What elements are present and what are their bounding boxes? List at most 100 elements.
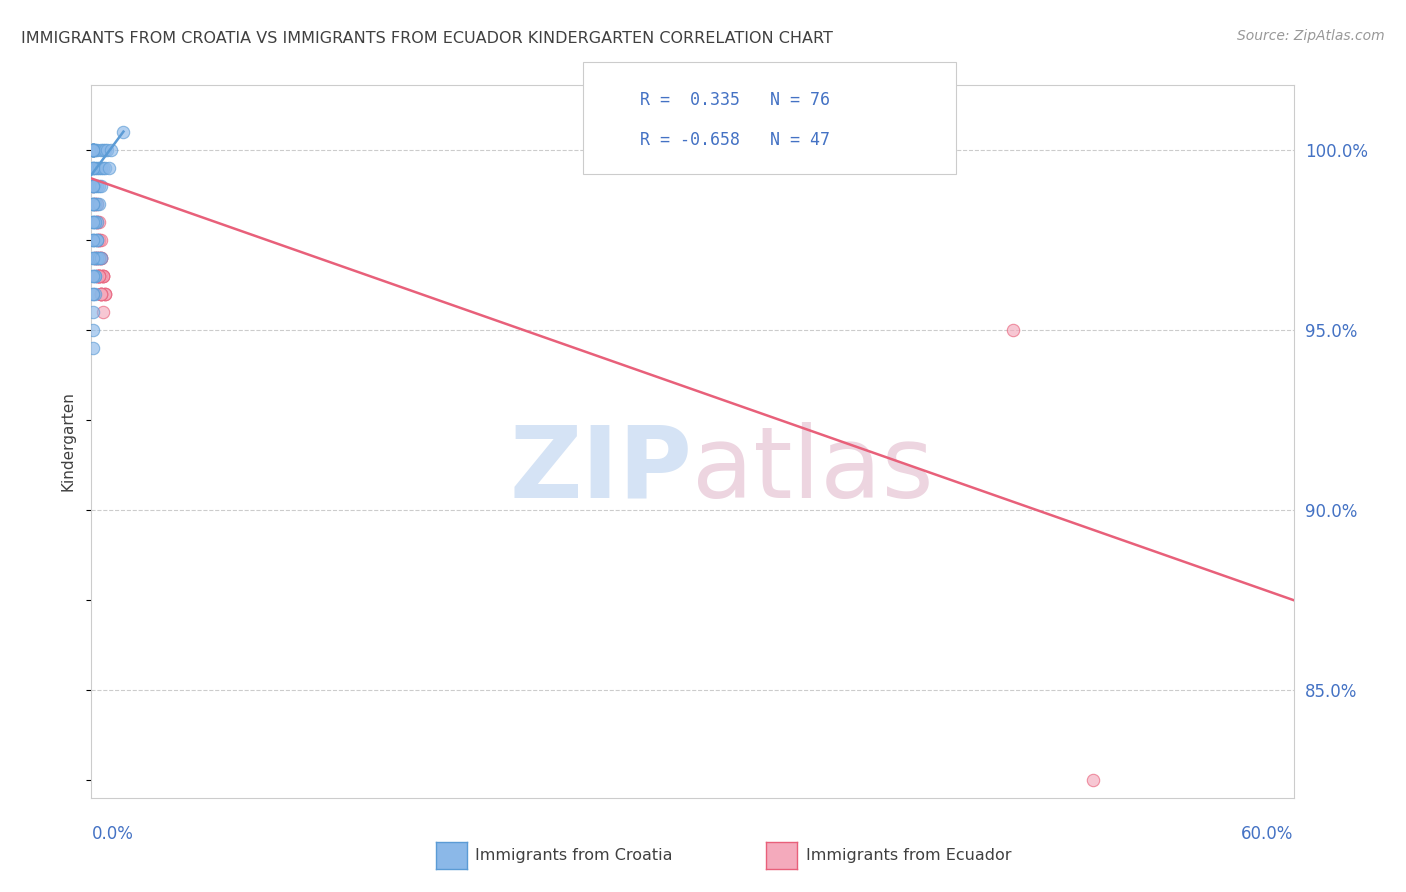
Point xyxy=(82,143,104,157)
Point xyxy=(86,251,108,265)
Point xyxy=(90,286,112,301)
Point xyxy=(84,178,107,193)
Point xyxy=(84,251,107,265)
Point xyxy=(84,196,107,211)
Point xyxy=(86,268,108,283)
Point xyxy=(82,233,104,247)
Point xyxy=(93,268,115,283)
Point xyxy=(84,251,107,265)
Point xyxy=(84,143,107,157)
Point xyxy=(84,143,107,157)
Point xyxy=(90,286,112,301)
Point xyxy=(82,143,104,157)
Point xyxy=(82,196,104,211)
Point xyxy=(89,178,111,193)
Point xyxy=(94,161,117,175)
Point xyxy=(82,196,104,211)
Point xyxy=(82,143,104,157)
Point xyxy=(93,268,115,283)
Point xyxy=(82,215,104,229)
Point xyxy=(90,233,112,247)
Text: atlas: atlas xyxy=(692,422,934,518)
Point xyxy=(82,251,104,265)
Point xyxy=(84,215,107,229)
Point xyxy=(82,233,104,247)
Point xyxy=(94,143,117,157)
Point xyxy=(82,268,104,283)
Point xyxy=(1083,773,1105,788)
Point xyxy=(89,233,111,247)
Point xyxy=(82,305,104,319)
Point xyxy=(82,143,104,157)
Point xyxy=(82,161,104,175)
Y-axis label: Kindergarten: Kindergarten xyxy=(60,392,76,491)
Point xyxy=(82,161,104,175)
Point xyxy=(90,251,112,265)
Point xyxy=(89,268,111,283)
Point xyxy=(82,286,104,301)
Text: 60.0%: 60.0% xyxy=(1241,825,1294,843)
Point xyxy=(93,143,115,157)
Point xyxy=(86,233,108,247)
Point xyxy=(90,251,112,265)
Point xyxy=(82,215,104,229)
Point xyxy=(86,161,108,175)
Point xyxy=(82,143,104,157)
Point xyxy=(89,233,111,247)
Point xyxy=(82,286,104,301)
Point xyxy=(90,251,112,265)
Point xyxy=(89,233,111,247)
Point xyxy=(82,323,104,337)
Point xyxy=(84,268,107,283)
Point xyxy=(93,268,115,283)
Point xyxy=(84,161,107,175)
Point xyxy=(82,143,104,157)
Text: IMMIGRANTS FROM CROATIA VS IMMIGRANTS FROM ECUADOR KINDERGARTEN CORRELATION CHAR: IMMIGRANTS FROM CROATIA VS IMMIGRANTS FR… xyxy=(21,31,832,46)
Point xyxy=(90,268,112,283)
Point xyxy=(89,268,111,283)
Point xyxy=(89,161,111,175)
Point xyxy=(90,178,112,193)
Point xyxy=(112,125,135,139)
Point xyxy=(82,178,104,193)
Text: 0.0%: 0.0% xyxy=(91,825,134,843)
Point xyxy=(86,251,108,265)
Point xyxy=(89,215,111,229)
Point xyxy=(84,251,107,265)
Point xyxy=(82,178,104,193)
Text: Immigrants from Croatia: Immigrants from Croatia xyxy=(475,848,672,863)
Text: Source: ZipAtlas.com: Source: ZipAtlas.com xyxy=(1237,29,1385,43)
Point xyxy=(1001,323,1024,337)
Point xyxy=(82,143,104,157)
Point xyxy=(84,215,107,229)
Text: Immigrants from Ecuador: Immigrants from Ecuador xyxy=(806,848,1011,863)
Point xyxy=(86,215,108,229)
Point xyxy=(89,251,111,265)
Point xyxy=(89,268,111,283)
Point xyxy=(86,215,108,229)
Point xyxy=(98,161,121,175)
Point xyxy=(82,251,104,265)
Point xyxy=(94,286,117,301)
Point xyxy=(86,143,108,157)
Point xyxy=(84,286,107,301)
Point xyxy=(82,215,104,229)
Point xyxy=(82,196,104,211)
Point xyxy=(82,143,104,157)
Point xyxy=(82,143,104,157)
Point xyxy=(82,143,104,157)
Point xyxy=(86,268,108,283)
Point xyxy=(84,251,107,265)
Point xyxy=(93,305,115,319)
Point xyxy=(82,233,104,247)
Point xyxy=(90,286,112,301)
Point xyxy=(82,143,104,157)
Point xyxy=(86,196,108,211)
Point xyxy=(94,286,117,301)
Point xyxy=(90,251,112,265)
Point xyxy=(86,268,108,283)
Point xyxy=(90,161,112,175)
Point xyxy=(86,215,108,229)
Point xyxy=(86,178,108,193)
Point xyxy=(82,143,104,157)
